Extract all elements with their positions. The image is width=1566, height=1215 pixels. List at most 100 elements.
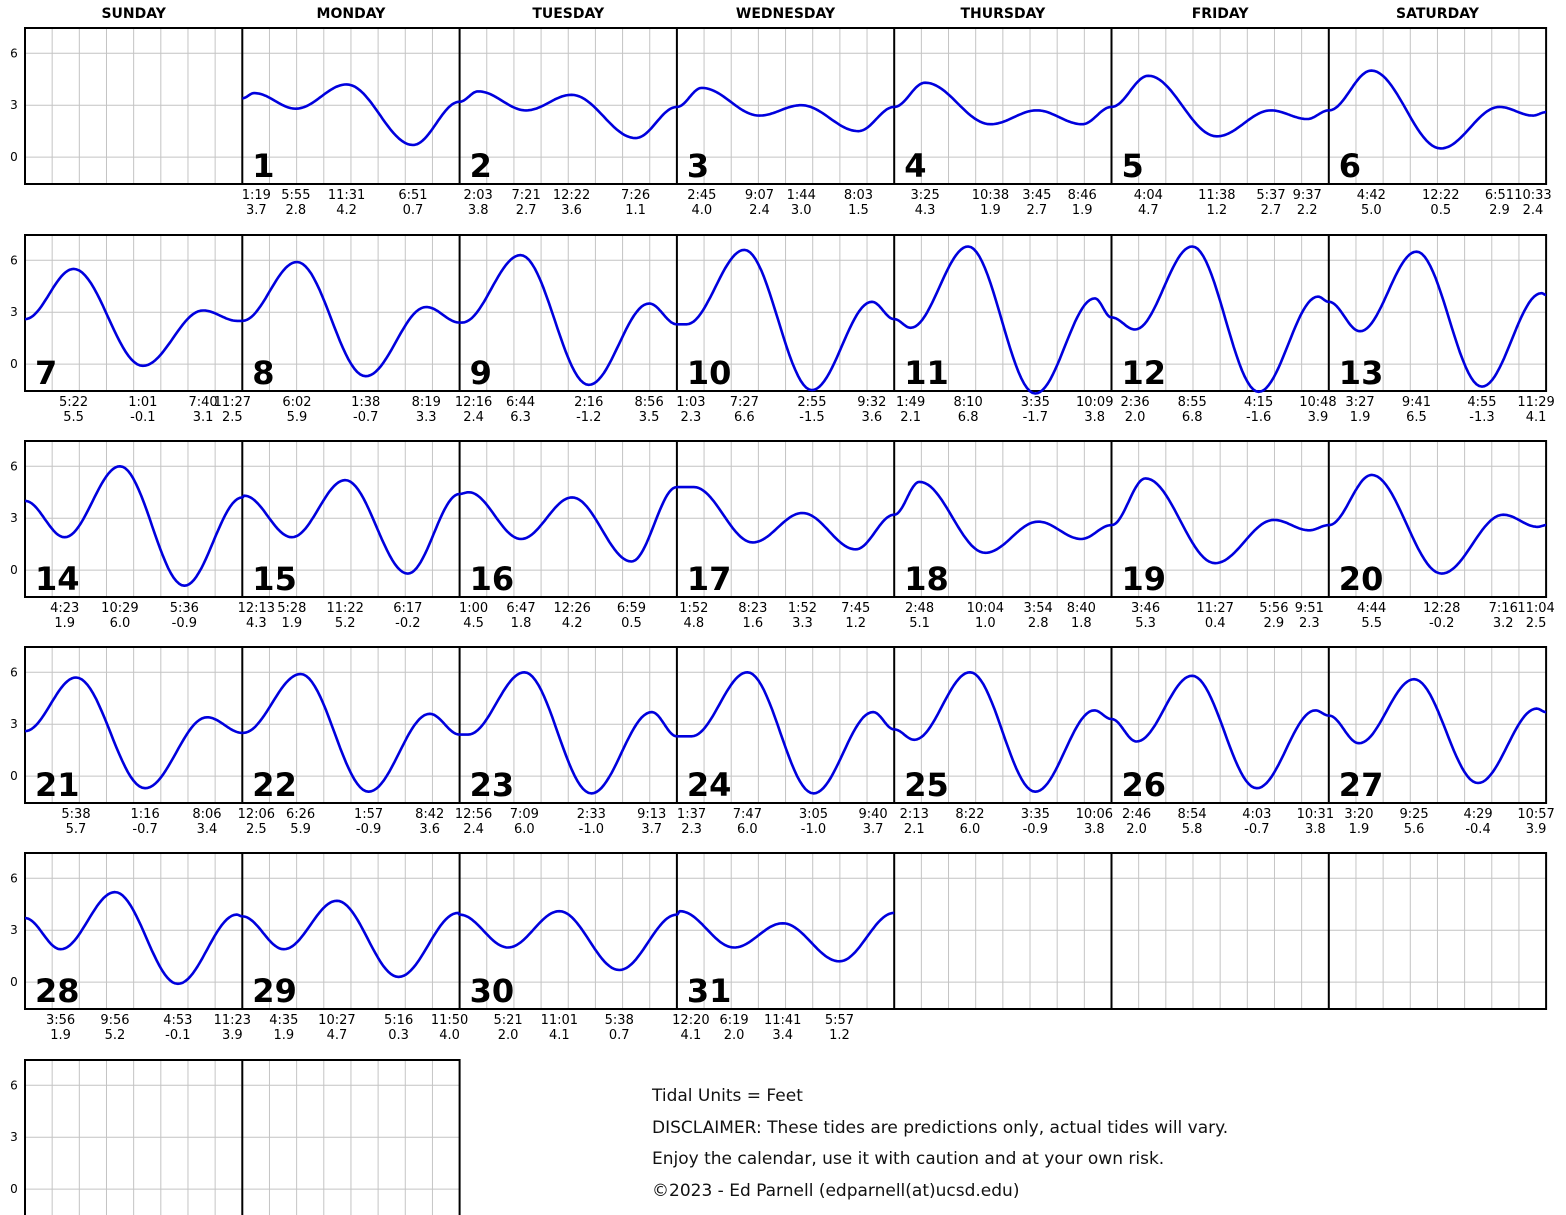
y-tick-label: 6 — [10, 459, 18, 473]
tide-time-label: 2:48 — [905, 601, 934, 616]
tide-time-label: 11:27 — [214, 395, 251, 410]
tide-height-label: 0.5 — [1430, 203, 1451, 218]
y-tick-label: 3 — [10, 98, 18, 112]
day-number: 31 — [687, 972, 732, 1010]
day-number: 26 — [1122, 766, 1167, 804]
y-tick-label: 0 — [10, 975, 18, 989]
tide-time-label: 4:55 — [1467, 395, 1496, 410]
weekday-header: SUNDAY MONDAY TUESDAY WEDNESDAY THURSDAY FRID… — [101, 6, 1479, 22]
tide-time-label: 4:42 — [1357, 188, 1386, 203]
tide-time-label: 1:38 — [351, 395, 380, 410]
tide-height-label: 4.3 — [915, 203, 936, 218]
tide-time-label: 9:56 — [100, 1013, 129, 1028]
tide-height-label: 1.8 — [1071, 616, 1092, 631]
y-tick-label: 0 — [10, 150, 18, 164]
tide-height-label: 2.9 — [1489, 203, 1510, 218]
tide-time-label: 5:38 — [605, 1013, 634, 1028]
tide-height-label: 6.8 — [958, 410, 979, 425]
tide-height-label: 4.2 — [336, 203, 357, 218]
tide-height-label: 2.1 — [900, 410, 921, 425]
tide-curve-day-8 — [242, 260, 460, 378]
tide-time-label: 6:51 — [398, 188, 427, 203]
tide-time-label: 11:27 — [1196, 601, 1233, 616]
tide-height-label: 2.7 — [1026, 203, 1047, 218]
tide-time-label: 7:16 — [1489, 601, 1518, 616]
tide-time-label: 11:41 — [764, 1013, 801, 1028]
tide-time-label: 10:27 — [318, 1013, 355, 1028]
y-tick-label: 0 — [10, 357, 18, 371]
tide-height-label: 1.8 — [511, 616, 532, 631]
tide-height-label: 3.6 — [561, 203, 582, 218]
tide-curve-day-25 — [893, 671, 1113, 793]
tide-height-label: 4.3 — [246, 616, 267, 631]
tide-time-label: 10:48 — [1299, 395, 1336, 410]
tide-height-label: 2.3 — [681, 822, 702, 837]
weekday-label: THURSDAY — [960, 6, 1046, 22]
tide-time-label: 3:54 — [1024, 601, 1053, 616]
tide-time-label: 9:25 — [1399, 807, 1428, 822]
tide-height-label: 6.6 — [734, 410, 755, 425]
tide-height-label: 3.9 — [1526, 822, 1547, 837]
tide-height-label: 1.9 — [1350, 410, 1371, 425]
tide-time-label: 10:31 — [1297, 807, 1334, 822]
y-tick-label: 3 — [10, 923, 18, 937]
tide-time-label: 4:53 — [163, 1013, 192, 1028]
tide-height-label: 2.4 — [749, 203, 770, 218]
tide-height-label: 1.9 — [273, 1028, 294, 1043]
day-number: 9 — [470, 354, 492, 392]
tide-height-label: 4.0 — [691, 203, 712, 218]
tide-time-label: 2:45 — [687, 188, 716, 203]
tide-height-label: 3.6 — [862, 410, 883, 425]
tide-height-label: 6.8 — [1182, 410, 1203, 425]
tide-time-label: 7:45 — [841, 601, 870, 616]
tide-curve-day-6 — [1328, 69, 1547, 150]
tide-time-label: 1:52 — [679, 601, 708, 616]
tide-time-label: 12:20 — [672, 1013, 709, 1028]
y-tick-label: 6 — [10, 665, 18, 679]
tide-height-label: 1.6 — [742, 616, 763, 631]
tide-height-label: 3.5 — [639, 410, 660, 425]
tide-height-label: -1.0 — [801, 822, 826, 837]
tide-height-label: -0.7 — [353, 410, 378, 425]
tide-time-label: 3:05 — [799, 807, 828, 822]
tide-time-label: 3:20 — [1344, 807, 1373, 822]
tide-time-label: 5:16 — [384, 1013, 413, 1028]
tide-curve-day-21 — [24, 676, 243, 790]
tide-height-label: 1.0 — [975, 616, 996, 631]
tide-curve-day-12 — [1111, 245, 1330, 394]
tide-height-label: 1.2 — [829, 1028, 850, 1043]
tide-height-label: 3.3 — [792, 616, 813, 631]
tide-time-label: 2:33 — [577, 807, 606, 822]
tide-height-label: 3.8 — [468, 203, 489, 218]
tide-time-label: 2:55 — [797, 395, 826, 410]
tide-height-label: 2.1 — [904, 822, 925, 837]
tide-height-label: 6.0 — [960, 822, 981, 837]
tide-time-label: 4:04 — [1134, 188, 1163, 203]
tide-time-label: 5:28 — [277, 601, 306, 616]
y-tick-label: 3 — [10, 305, 18, 319]
units-note: Tidal Units = Feet — [652, 1086, 803, 1106]
day-number: 2 — [470, 147, 492, 185]
tide-time-label: 10:29 — [101, 601, 138, 616]
tide-time-label: 8:22 — [955, 807, 984, 822]
tide-height-label: 2.4 — [463, 822, 484, 837]
tide-time-label: 9:32 — [857, 395, 886, 410]
day-number: 5 — [1122, 147, 1144, 185]
tide-curve-day-2 — [459, 90, 678, 140]
tide-time-label: 9:13 — [637, 807, 666, 822]
day-number: 12 — [1122, 354, 1167, 392]
day-number: 24 — [687, 766, 732, 804]
tide-time-label: 11:22 — [326, 601, 363, 616]
day-number: 23 — [470, 766, 515, 804]
tide-curve-day-23 — [458, 671, 678, 795]
tide-time-label: 1:19 — [242, 188, 271, 203]
tide-time-label: 6:44 — [506, 395, 535, 410]
tide-curve-day-31 — [675, 909, 895, 963]
tide-height-label: 2.4 — [463, 410, 484, 425]
tide-height-label: 0.5 — [621, 616, 642, 631]
tide-time-label: 6:26 — [286, 807, 315, 822]
tide-height-label: 6.0 — [110, 616, 131, 631]
calendar-grid — [24, 27, 1548, 1215]
tide-curve-day-17 — [676, 485, 895, 551]
